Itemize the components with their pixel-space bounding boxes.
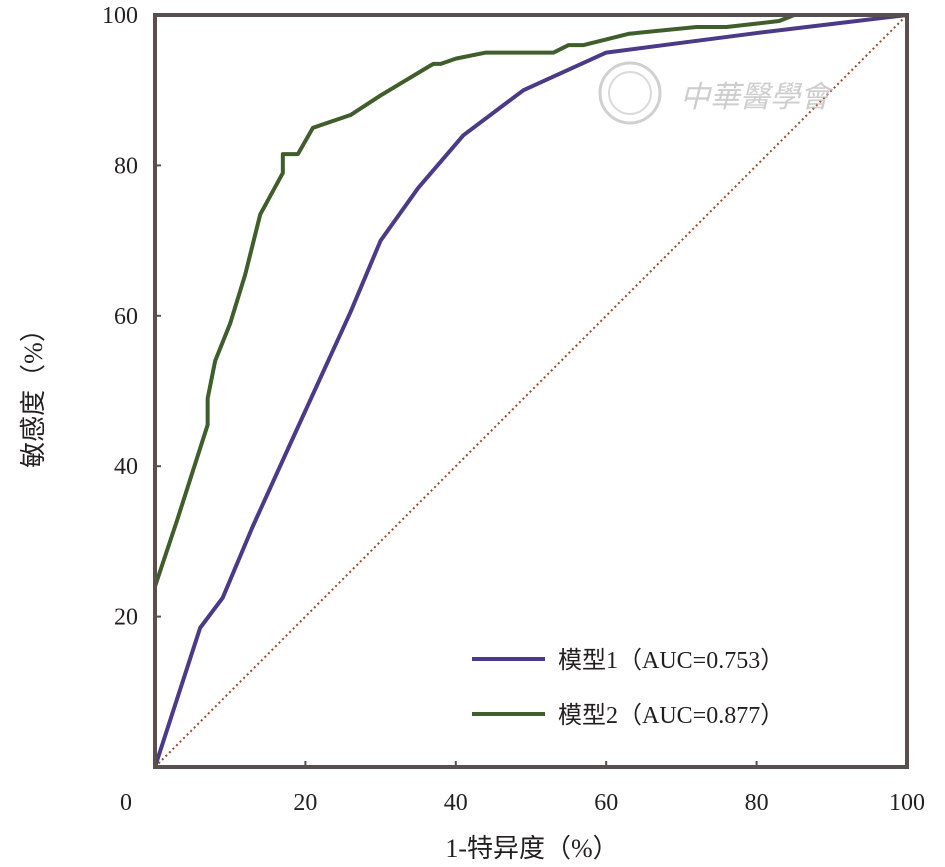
x-tick-label: 20 xyxy=(293,790,317,816)
y-tick-label: 60 xyxy=(114,304,138,330)
legend-label-model2: 模型2（AUC=0.877） xyxy=(558,702,784,729)
legend: 模型1（AUC=0.753） 模型2（AUC=0.877） xyxy=(472,647,784,729)
watermark: 中華醫學會 xyxy=(598,61,834,125)
series-line-model2 xyxy=(153,13,907,767)
reference-diagonal-line xyxy=(154,14,908,768)
x-tick-label: 40 xyxy=(444,790,468,816)
x-tick-label: 0 xyxy=(120,790,132,816)
watermark-text: 中華醫學會 xyxy=(680,81,834,114)
legend-label-model1: 模型1（AUC=0.753） xyxy=(558,647,784,674)
x-axis-ticks: 0 20 40 60 80 100 xyxy=(120,761,925,816)
series-layer xyxy=(153,13,908,768)
y-tick-label: 80 xyxy=(114,153,138,179)
x-tick-label: 60 xyxy=(594,790,618,816)
y-tick-label: 100 xyxy=(102,3,138,29)
y-tick-label: 20 xyxy=(114,605,138,631)
y-axis-label: 敏感度（%） xyxy=(19,316,48,468)
series-line-model1 xyxy=(153,13,908,768)
y-tick-label: 40 xyxy=(114,454,138,480)
x-axis-label: 1-特异度（%） xyxy=(445,834,618,863)
y-axis-ticks: 20 40 60 80 100 xyxy=(102,3,161,631)
watermark-seal-icon xyxy=(598,61,662,125)
plot-frame xyxy=(153,13,909,769)
watermark-seal-inner-icon xyxy=(608,71,652,115)
x-tick-label: 100 xyxy=(889,790,925,816)
x-tick-label: 80 xyxy=(745,790,769,816)
